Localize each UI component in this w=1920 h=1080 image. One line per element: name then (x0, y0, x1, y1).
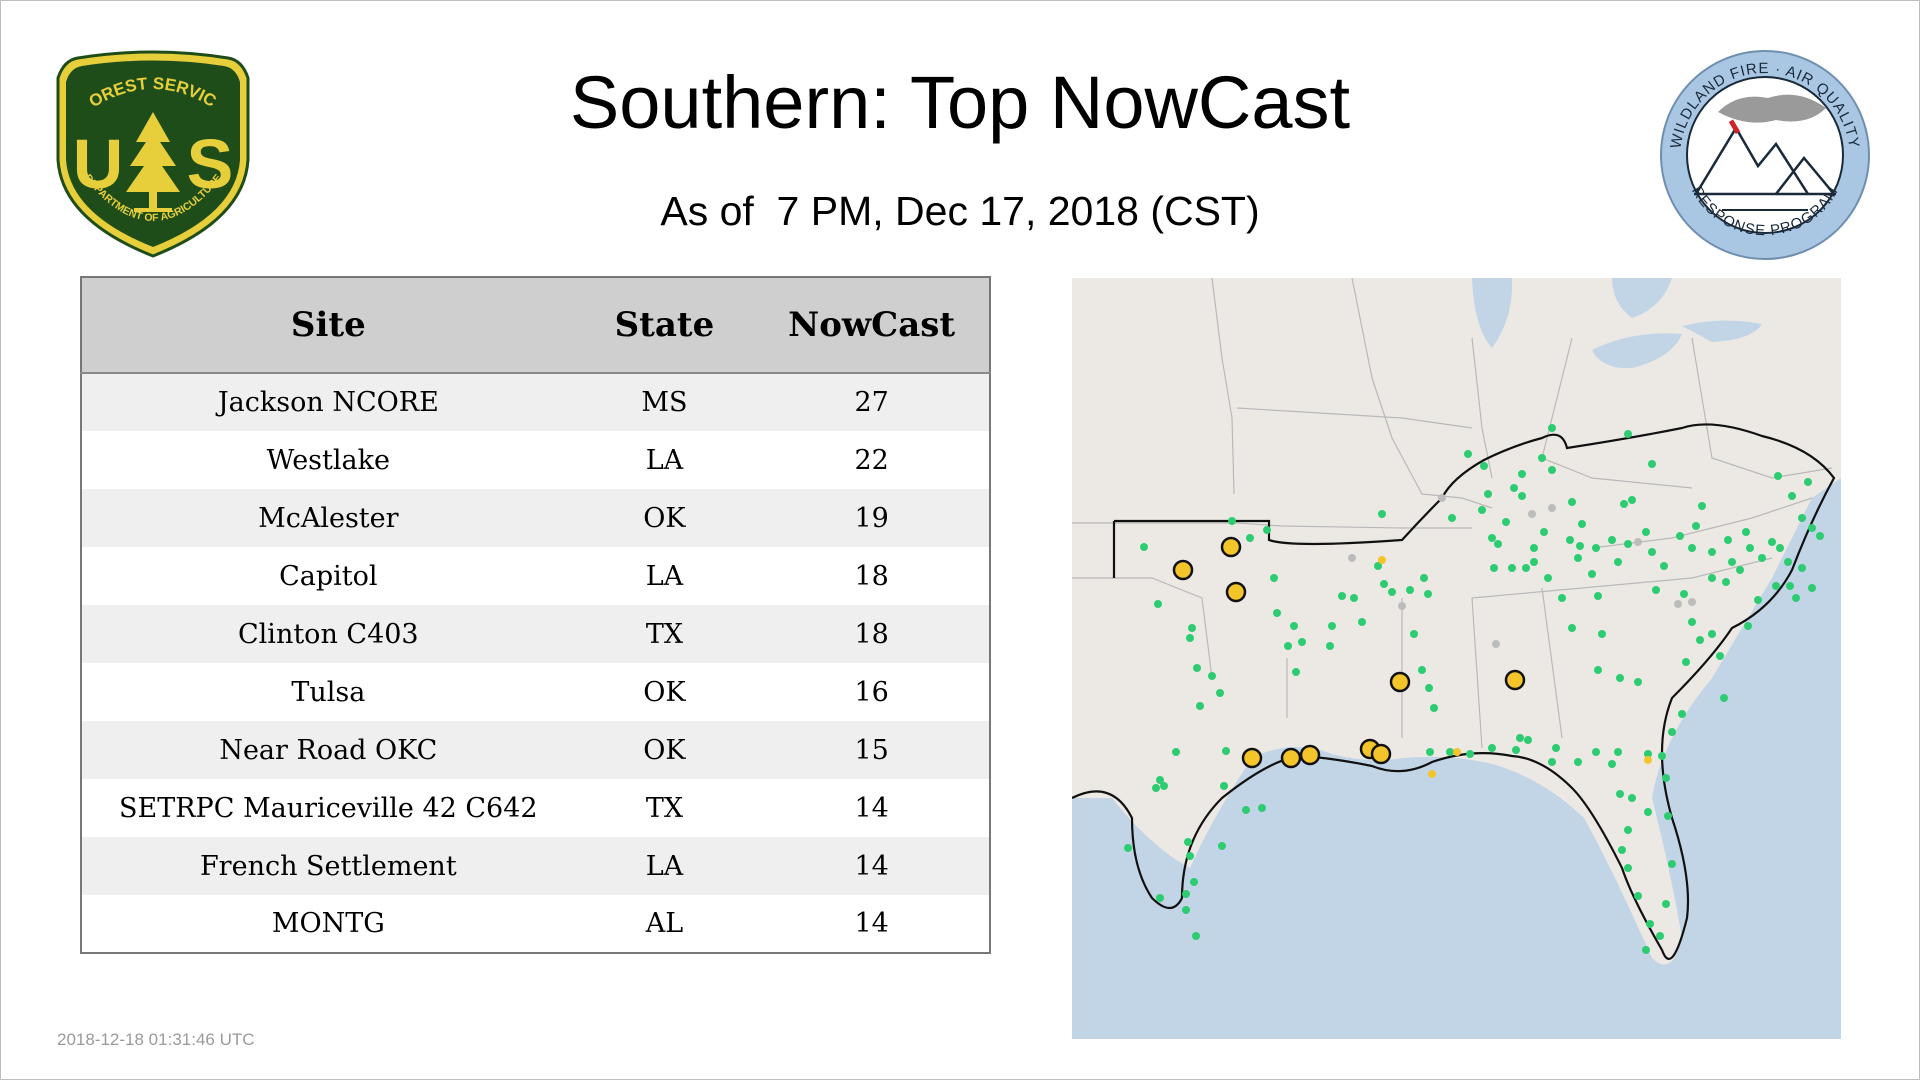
column-header-site: Site (81, 277, 575, 374)
cell-site: Westlake (81, 431, 575, 489)
wildland-fire-logo: WILDLAND FIRE · AIR QUALITY RESPONSE PRO… (1658, 48, 1872, 262)
nowcast-table: Site State NowCast Jackson NCORE MS 27 W… (80, 276, 991, 954)
cell-nowcast: 16 (754, 663, 990, 721)
cell-state: MS (574, 373, 755, 431)
table-row: French Settlement LA 14 (81, 837, 990, 895)
cell-nowcast: 27 (754, 373, 990, 431)
map-lake-erie (1592, 333, 1682, 369)
map-lake-michigan (1472, 278, 1513, 348)
cell-state: TX (574, 779, 755, 837)
column-header-state: State (574, 277, 755, 374)
table-row: Capitol LA 18 (81, 547, 990, 605)
map-good-markers (1124, 424, 1824, 954)
cell-site: Near Road OKC (81, 721, 575, 779)
page-subtitle: As of 7 PM, Dec 17, 2018 (CST) (660, 188, 1260, 234)
cell-state: TX (574, 605, 755, 663)
svg-text:S: S (187, 125, 234, 203)
column-header-nowcast: NowCast (754, 277, 990, 374)
cell-site: MONTG (81, 895, 575, 953)
cell-nowcast: 18 (754, 605, 990, 663)
table-row: Jackson NCORE MS 27 (81, 373, 990, 431)
cell-state: OK (574, 663, 755, 721)
cell-site: SETRPC Mauriceville 42 C642 (81, 779, 575, 837)
cell-site: Tulsa (81, 663, 575, 721)
map-state-lines (1072, 277, 1833, 749)
map-no-data-markers (1348, 494, 1696, 648)
table-row: Clinton C403 TX 18 (81, 605, 990, 663)
cell-site: Jackson NCORE (81, 373, 575, 431)
table-row: McAlester OK 19 (81, 489, 990, 547)
wildland-fire-air-quality-seal-icon: WILDLAND FIRE · AIR QUALITY RESPONSE PRO… (1660, 50, 1870, 260)
page-title: Southern: Top NowCast (569, 61, 1351, 144)
southern-region-monitor-map (1071, 277, 1841, 1058)
cell-nowcast: 18 (754, 547, 990, 605)
cell-site: Capitol (81, 547, 575, 605)
map-water-gulf (1072, 478, 1841, 1039)
cell-nowcast: 14 (754, 837, 990, 895)
svg-text:U: U (73, 125, 124, 203)
cell-state: OK (574, 489, 755, 547)
table-row: MONTG AL 14 (81, 895, 990, 953)
cell-site: Clinton C403 (81, 605, 575, 663)
cell-state: OK (574, 721, 755, 779)
map-lake-ontario (1682, 320, 1762, 342)
cell-state: LA (574, 431, 755, 489)
generated-timestamp: 2018-12-18 01:31:46 UTC (57, 1030, 255, 1049)
cell-state: AL (574, 895, 755, 953)
map-lake-huron (1612, 278, 1672, 318)
cell-site: McAlester (81, 489, 575, 547)
southern-region-map (1071, 277, 1841, 1058)
map-moderate-markers (1172, 536, 1526, 769)
map-region-outline (1071, 423, 1836, 960)
cell-site: French Settlement (81, 837, 575, 895)
table-row: Westlake LA 22 (81, 431, 990, 489)
cell-nowcast: 22 (754, 431, 990, 489)
forest-service-logo: FOREST SERVICE U S DEPARTMENT OF AGRICUL… (44, 35, 256, 260)
cell-nowcast: 14 (754, 779, 990, 837)
table-header-row: Site State NowCast (81, 277, 990, 374)
cell-nowcast: 14 (754, 895, 990, 953)
cell-nowcast: 15 (754, 721, 990, 779)
forest-service-shield-icon: FOREST SERVICE U S DEPARTMENT OF AGRICUL… (44, 35, 250, 258)
table-row: SETRPC Mauriceville 42 C642 TX 14 (81, 779, 990, 837)
cell-state: LA (574, 547, 755, 605)
cell-state: LA (574, 837, 755, 895)
table-row: Near Road OKC OK 15 (81, 721, 990, 779)
cell-nowcast: 19 (754, 489, 990, 547)
map-small-moderate-markers (1378, 556, 1652, 778)
table-row: Tulsa OK 16 (81, 663, 990, 721)
